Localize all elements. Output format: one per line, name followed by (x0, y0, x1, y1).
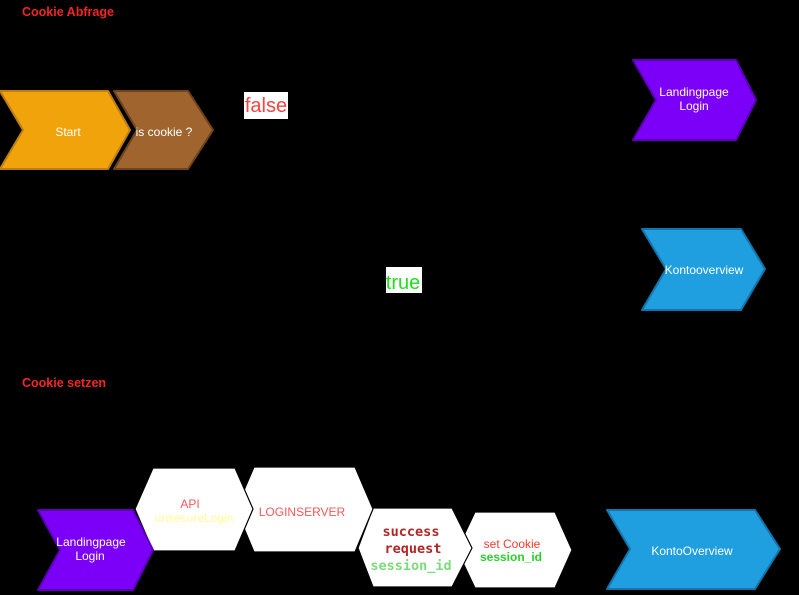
set-cookie-session-id-label: session_id (480, 550, 542, 564)
section-title-cookie-abfrage: Cookie Abfrage (22, 5, 114, 19)
landingpage-login-arrow-bottom (37, 509, 154, 591)
landingpage-login-bottom-label-line2: Login (75, 549, 104, 563)
true-label: true (386, 272, 420, 294)
section-title-cookie-setzen: Cookie setzen (22, 376, 106, 390)
set-cookie-label: set Cookie (484, 537, 541, 551)
start-arrow-label: Start (55, 125, 81, 139)
landingpage-login-top-label-line1: Landingpage (659, 85, 729, 99)
kontooverview-arrow-top (641, 228, 766, 311)
kontooverview-arrow-bottom (606, 509, 781, 590)
server-response-label-line2: request (385, 541, 442, 557)
server-response-session-id-label: session_id (370, 558, 451, 574)
unsecure-login-label: unsecureLogin (155, 511, 234, 525)
false-label: false (245, 95, 287, 117)
set-cookie-shape (456, 511, 573, 589)
kontooverview-bottom-label: KontoOverview (651, 544, 733, 558)
landingpage-login-arrow-top (632, 59, 757, 141)
server-response-label-line1: success (383, 524, 440, 540)
kontooverview-top-label: Kontooverview (665, 263, 744, 277)
false-label-box (244, 92, 288, 119)
start-arrow (0, 90, 131, 170)
loginserver-shape (235, 466, 374, 553)
landingpage-login-top-label-line2: Login (679, 99, 708, 113)
true-label-box (386, 267, 422, 293)
landingpage-login-bottom-label-line1: Landingpage (56, 535, 126, 549)
loginserver-label: LOGINSERVER (259, 505, 346, 519)
api-label: API (180, 497, 199, 511)
is-cookie-arrow-label: is cookie ? (136, 125, 193, 139)
is-cookie-arrow (113, 90, 214, 170)
